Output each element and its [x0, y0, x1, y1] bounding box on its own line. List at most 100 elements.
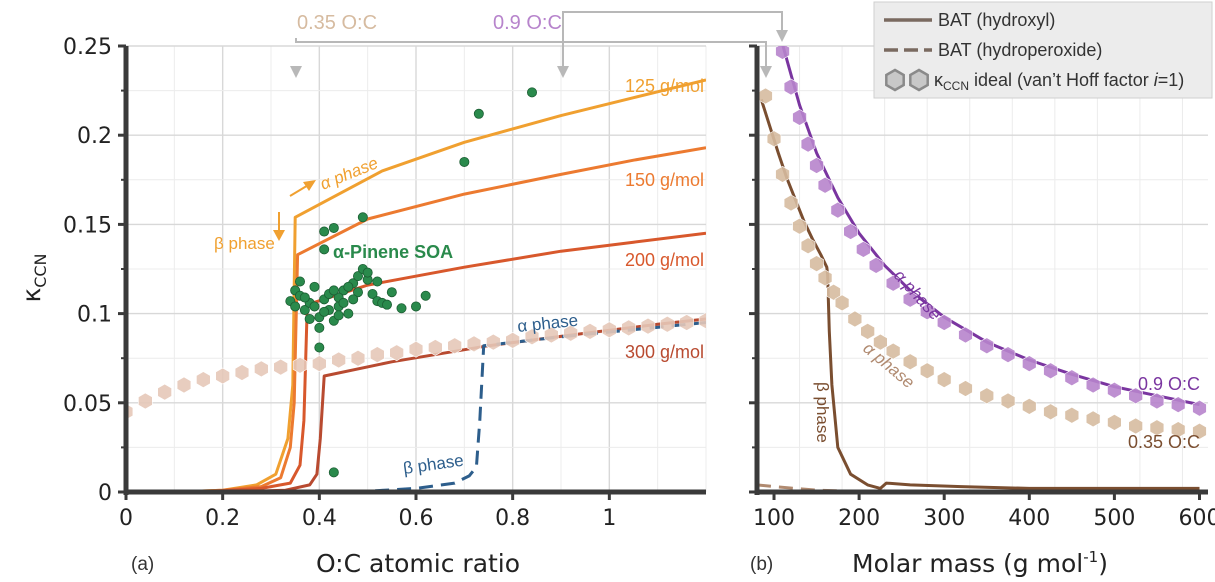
svg-text:β phase: β phase	[402, 451, 465, 478]
ideal-marker-a	[234, 364, 250, 381]
scatter-a	[285, 87, 538, 478]
ideal-marker-b	[1149, 392, 1165, 410]
legend-hydroperoxide: BAT (hydroperoxide)	[938, 40, 1102, 60]
legend-hydroxyl: BAT (hydroxyl)	[938, 10, 1055, 30]
x-tick-label-b: 100	[753, 506, 795, 531]
x-tick-label-a: 0.6	[399, 506, 434, 531]
ideal-marker-a	[447, 337, 462, 355]
ideal-marker-b	[809, 157, 824, 174]
series-line-a-4	[353, 321, 706, 492]
soa-point	[328, 222, 339, 233]
soa-point	[299, 292, 310, 303]
soa-point	[352, 271, 363, 282]
y-tick-label: 0.2	[77, 124, 112, 149]
soa-point	[299, 305, 310, 316]
ideal-marker-b	[1171, 421, 1186, 438]
soa-point	[527, 87, 538, 98]
x-axis-title-b: Molar mass (g mol-1)	[852, 548, 1108, 578]
label-300: 300 g/mol	[625, 342, 704, 362]
ideal-marker-b	[775, 166, 790, 183]
ideal-marker-a	[486, 333, 501, 351]
ideal-marker-b	[1192, 399, 1207, 417]
x-tick-label-b: 600	[1178, 506, 1215, 531]
ideal-marker-b	[1107, 381, 1122, 399]
soa-point	[309, 281, 320, 292]
x-tick-label-b: 400	[1008, 506, 1050, 531]
y-tick-label: 0.05	[63, 392, 112, 417]
soa-point	[372, 276, 383, 287]
arrowhead-035-right	[760, 66, 772, 78]
svg-text:κCCN: κCCN	[17, 253, 50, 302]
ideal-marker-b	[958, 380, 973, 397]
ideal-marker-b	[1149, 419, 1165, 437]
ideal-marker-a	[408, 340, 424, 358]
ideal-marker-a	[331, 351, 346, 369]
soa-point	[386, 287, 397, 298]
ideal-marker-b	[1022, 398, 1037, 415]
axes-b	[754, 46, 1208, 495]
ideal-marker-b	[979, 337, 995, 355]
ideal-marker-a	[292, 356, 308, 374]
ideal-marker-b	[868, 257, 884, 274]
alpha-pinene-label: α-Pinene SOA	[333, 242, 453, 262]
y-label-sub: CCN	[31, 253, 50, 287]
legend-hex	[885, 68, 905, 92]
label-200: 200 g/mol	[625, 250, 704, 270]
svg-text:α phase: α phase	[890, 266, 945, 324]
ideal-marker-b	[792, 109, 807, 126]
axes-a	[123, 46, 706, 495]
soa-point	[362, 267, 373, 278]
x-tick-label-a: 0.4	[302, 506, 337, 531]
soa-point	[357, 212, 368, 223]
soa-point	[343, 308, 354, 319]
label-150: 150 g/mol	[625, 170, 704, 190]
ideal-marker-a	[254, 360, 269, 378]
ideal-marker-b	[936, 371, 952, 388]
series-b	[757, 46, 1207, 492]
soa-point	[319, 244, 330, 255]
label-035-oc: 0.35 O:C	[1128, 432, 1200, 452]
soa-point	[319, 226, 330, 237]
soa-point	[333, 310, 344, 321]
legend: BAT (hydroxyl) BAT (hydroperoxide) κCCN …	[873, 1, 1213, 99]
soa-point	[381, 299, 392, 310]
ideal-marker-b	[1064, 369, 1080, 387]
ideal-marker-b	[885, 342, 901, 360]
ticks-a: 0 0.05 0.1 0.15 0.2 0.25 0 0.2 0.4 0.6 0.8 1	[63, 35, 616, 531]
top-label-035: 0.35 O:C	[297, 12, 377, 34]
ideal-marker-a	[176, 376, 192, 394]
ideal-marker-b	[1107, 414, 1122, 431]
x-tick-label-b: 300	[923, 506, 965, 531]
alpha-phase-purple: α phase	[890, 266, 945, 324]
x-tick-label-a: 0.2	[205, 506, 240, 531]
ideal-marker-b	[902, 353, 918, 371]
ideal-marker-b	[1171, 396, 1186, 413]
svg-text:β phase: β phase	[813, 382, 832, 443]
soa-point	[294, 276, 305, 287]
beta-phase-orange: β phase	[214, 234, 275, 253]
ideal-marker-b	[856, 241, 871, 258]
ideal-marker-a	[563, 324, 578, 342]
soa-point	[309, 301, 320, 312]
ideal-marker-a	[312, 355, 327, 372]
ideal-marker-b	[919, 303, 935, 321]
ideal-marker-a	[138, 392, 153, 410]
ideal-marker-a	[660, 315, 675, 333]
ideal-marker-b	[817, 176, 833, 194]
soa-point	[304, 313, 315, 324]
ideal-marker-b	[830, 201, 846, 219]
soa-point	[396, 303, 407, 314]
ideal-marker-b	[775, 46, 790, 60]
top-connectors: 0.35 O:C 0.9 O:C	[290, 11, 788, 78]
ideal-marker-a	[524, 328, 540, 346]
ideal-marker-b	[809, 255, 824, 272]
soa-point	[348, 294, 359, 305]
top-label-09: 0.9 O:C	[493, 12, 562, 34]
ideal-marker-b	[800, 135, 816, 153]
panel-label-b: (b)	[750, 554, 773, 575]
ideal-marker-b	[1128, 417, 1143, 435]
ideal-marker-a	[698, 312, 706, 330]
ideal-marker-a	[350, 349, 366, 367]
ideal-marker-b	[979, 387, 995, 405]
y-axis-title-a: κCCN	[17, 253, 50, 302]
